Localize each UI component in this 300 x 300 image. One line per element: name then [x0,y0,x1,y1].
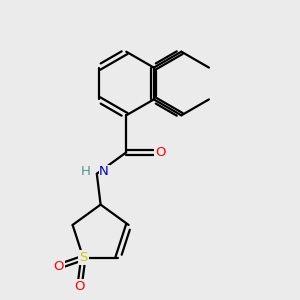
Text: N: N [99,165,109,178]
Text: O: O [53,260,64,273]
Text: S: S [79,251,88,264]
Text: O: O [74,280,85,293]
Text: H: H [81,165,91,178]
Text: O: O [155,146,166,159]
